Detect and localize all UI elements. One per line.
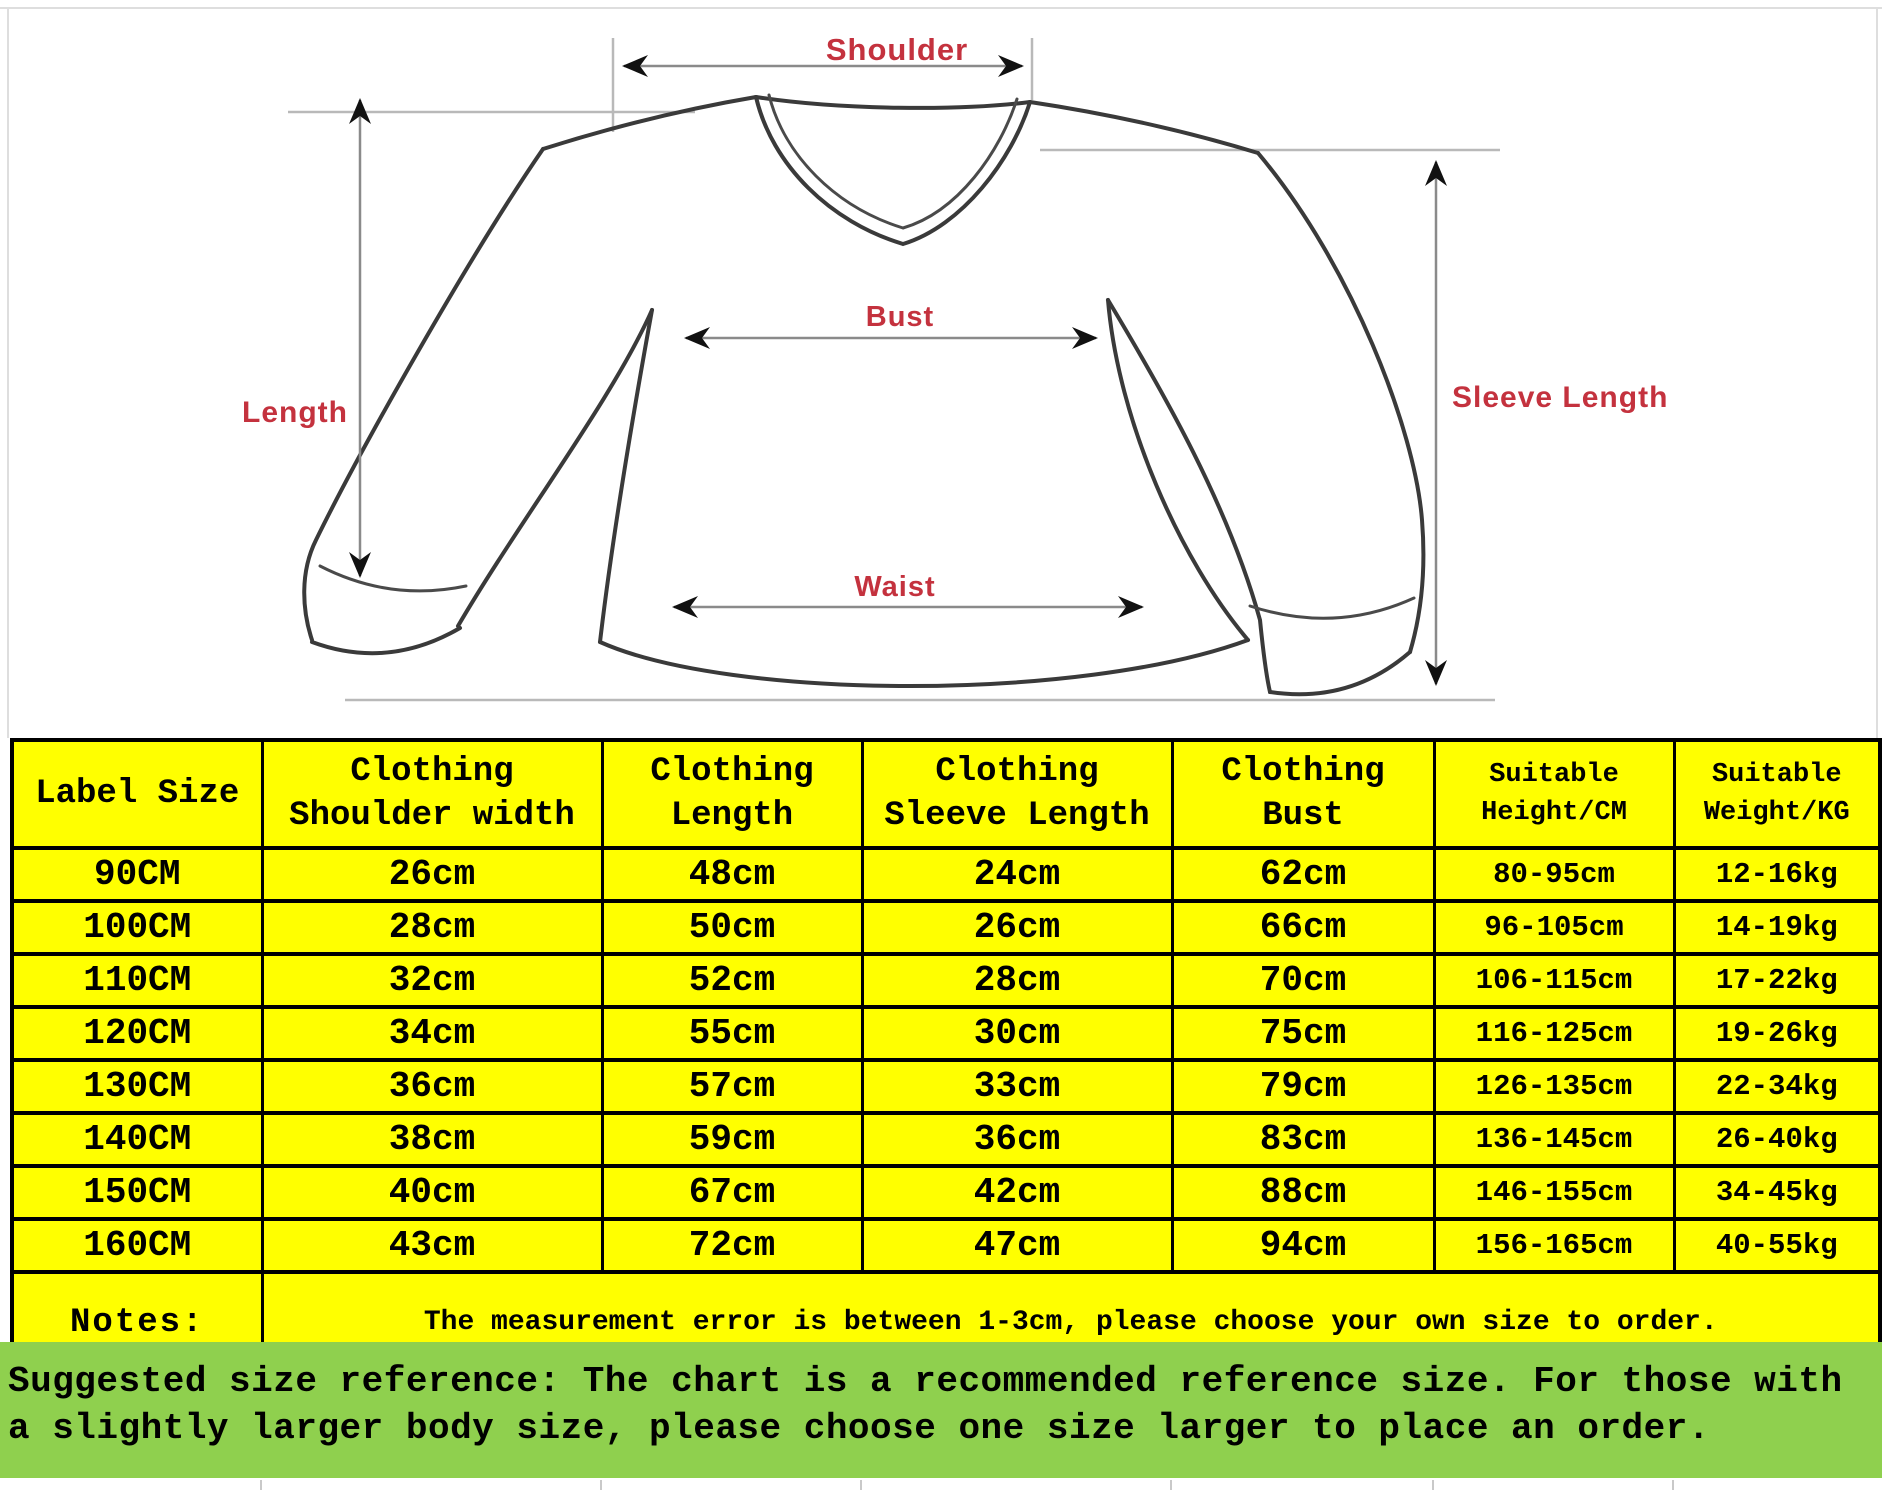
table-row: 150CM 40cm 67cm 42cm 88cm 146-155cm 34-45kg	[10, 1164, 1882, 1221]
bottom-grid-strip	[0, 1478, 1882, 1490]
table-cell: 14-19kg	[1672, 899, 1882, 956]
table-cell: 136-145cm	[1432, 1111, 1676, 1168]
table-cell: 42cm	[860, 1164, 1174, 1221]
table-cell: 72cm	[600, 1217, 864, 1274]
table-cell: 50cm	[600, 899, 864, 956]
table-cell: 94cm	[1170, 1217, 1436, 1274]
table-cell: 17-22kg	[1672, 952, 1882, 1009]
table-row: 120CM 34cm 55cm 30cm 75cm 116-125cm 19-26kg	[10, 1005, 1882, 1062]
table-cell: 33cm	[860, 1058, 1174, 1115]
table-cell: 156-165cm	[1432, 1217, 1676, 1274]
table-cell: 126-135cm	[1432, 1058, 1676, 1115]
table-cell: 47cm	[860, 1217, 1174, 1274]
table-cell: 28cm	[860, 952, 1174, 1009]
table-cell: 57cm	[600, 1058, 864, 1115]
table-cell: 38cm	[260, 1111, 604, 1168]
grid-tick	[600, 1480, 602, 1490]
table-cell: 43cm	[260, 1217, 604, 1274]
table-cell: 34-45kg	[1672, 1164, 1882, 1221]
table-cell: 160CM	[10, 1217, 264, 1274]
garment-measurement-diagram: Shoulder Length Sleeve Length Bust Waist	[0, 7, 1882, 738]
table-cell: 36cm	[860, 1111, 1174, 1168]
column-header: Clothing Length	[600, 738, 864, 850]
grid-tick	[260, 1480, 262, 1490]
table-cell: 52cm	[600, 952, 864, 1009]
table-cell: 40-55kg	[1672, 1217, 1882, 1274]
column-header: Clothing Shoulder width	[260, 738, 604, 850]
table-row: 140CM 38cm 59cm 36cm 83cm 136-145cm 26-40kg	[10, 1111, 1882, 1168]
table-cell: 40cm	[260, 1164, 604, 1221]
table-cell: 12-16kg	[1672, 846, 1882, 903]
size-table: Label Size Clothing Shoulder width Clothing…	[10, 738, 1882, 1375]
table-header-row: Label Size Clothing Shoulder width Clothing…	[10, 738, 1882, 850]
bust-label: Bust	[866, 301, 934, 333]
table-cell: 62cm	[1170, 846, 1436, 903]
table-cell: 26-40kg	[1672, 1111, 1882, 1168]
grid-tick	[1672, 1480, 1674, 1490]
table-cell: 66cm	[1170, 899, 1436, 956]
column-header: Suitable Weight/KG	[1672, 738, 1882, 850]
shoulder-label: Shoulder	[826, 32, 968, 67]
sleeve-length-label: Sleeve Length	[1452, 381, 1668, 414]
table-cell: 83cm	[1170, 1111, 1436, 1168]
table-cell: 150CM	[10, 1164, 264, 1221]
table-cell: 70cm	[1170, 952, 1436, 1009]
column-header: Label Size	[10, 738, 264, 850]
table-row: 90CM 26cm 48cm 24cm 62cm 80-95cm 12-16kg	[10, 846, 1882, 903]
table-cell: 79cm	[1170, 1058, 1436, 1115]
table-cell: 24cm	[860, 846, 1174, 903]
table-cell: 146-155cm	[1432, 1164, 1676, 1221]
table-row: 160CM 43cm 72cm 47cm 94cm 156-165cm 40-55kg	[10, 1217, 1882, 1274]
table-cell: 28cm	[260, 899, 604, 956]
suggested-size-note-line2: a slightly larger body size, please choo…	[8, 1408, 1710, 1449]
table-cell: 88cm	[1170, 1164, 1436, 1221]
table-cell: 48cm	[600, 846, 864, 903]
grid-tick	[860, 1480, 862, 1490]
table-cell: 55cm	[600, 1005, 864, 1062]
table-cell: 30cm	[860, 1005, 1174, 1062]
table-row: 100CM 28cm 50cm 26cm 66cm 96-105cm 14-19kg	[10, 899, 1882, 956]
length-label: Length	[242, 396, 348, 429]
column-header: Suitable Height/CM	[1432, 738, 1676, 850]
table-cell: 100CM	[10, 899, 264, 956]
table-cell: 67cm	[600, 1164, 864, 1221]
table-cell: 90CM	[10, 846, 264, 903]
table-cell: 96-105cm	[1432, 899, 1676, 956]
table-cell: 140CM	[10, 1111, 264, 1168]
table-row: 110CM 32cm 52cm 28cm 70cm 106-115cm 17-22kg	[10, 952, 1882, 1009]
suggested-size-note-line1: Suggested size reference: The chart is a…	[8, 1361, 1843, 1402]
table-cell: 34cm	[260, 1005, 604, 1062]
table-row: 130CM 36cm 57cm 33cm 79cm 126-135cm 22-34kg	[10, 1058, 1882, 1115]
table-cell: 22-34kg	[1672, 1058, 1882, 1115]
table-cell: 26cm	[260, 846, 604, 903]
table-cell: 32cm	[260, 952, 604, 1009]
table-cell: 75cm	[1170, 1005, 1436, 1062]
table-cell: 80-95cm	[1432, 846, 1676, 903]
grid-tick	[1432, 1480, 1434, 1490]
table-cell: 106-115cm	[1432, 952, 1676, 1009]
table-cell: 26cm	[860, 899, 1174, 956]
column-header: Clothing Bust	[1170, 738, 1436, 850]
table-cell: 36cm	[260, 1058, 604, 1115]
table-cell: 110CM	[10, 952, 264, 1009]
column-header: Clothing Sleeve Length	[860, 738, 1174, 850]
suggested-size-note: Suggested size reference: The chart is a…	[0, 1342, 1882, 1478]
table-cell: 130CM	[10, 1058, 264, 1115]
waist-label: Waist	[854, 571, 935, 603]
grid-tick	[1170, 1480, 1172, 1490]
table-cell: 19-26kg	[1672, 1005, 1882, 1062]
table-cell: 59cm	[600, 1111, 864, 1168]
table-cell: 120CM	[10, 1005, 264, 1062]
table-cell: 116-125cm	[1432, 1005, 1676, 1062]
sweater-drawing	[302, 93, 1426, 697]
